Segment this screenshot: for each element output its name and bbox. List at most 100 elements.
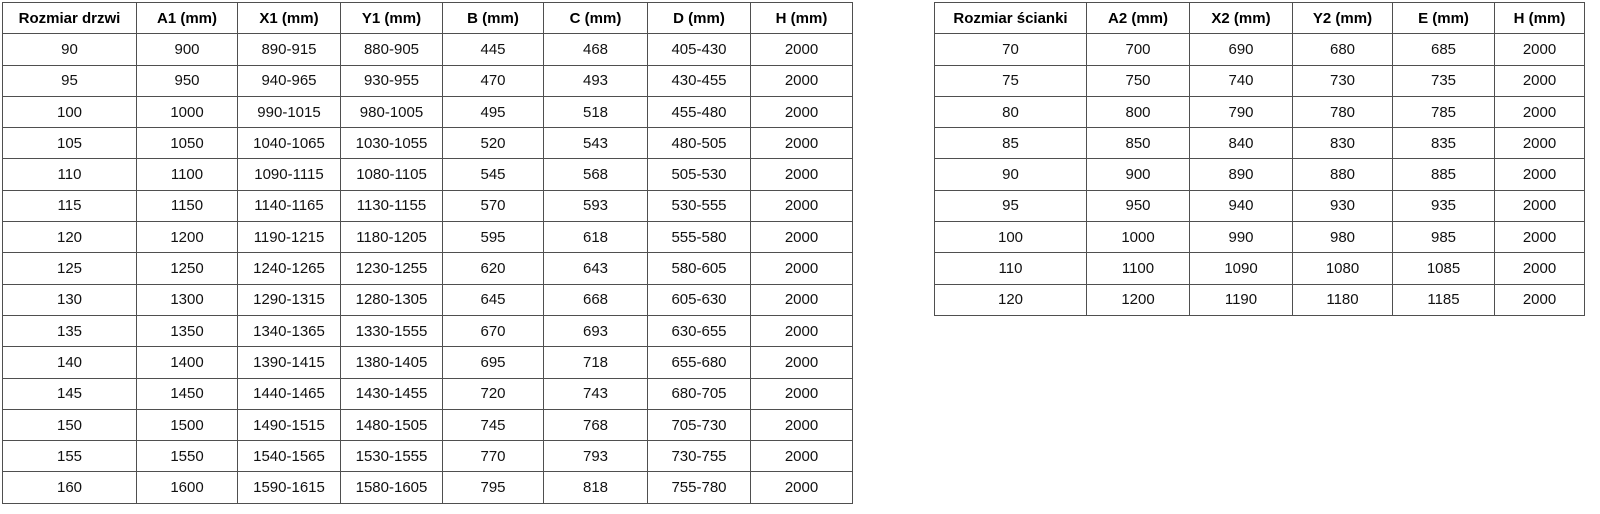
table-cell: 2000 — [750, 346, 853, 379]
table-cell: 990-1015 — [237, 95, 341, 129]
table-cell: 1090-1115 — [237, 158, 341, 191]
table-cell: 755-780 — [647, 471, 751, 504]
table-cell: 793 — [543, 440, 648, 473]
table-cell: 1480-1505 — [340, 408, 443, 442]
table-cell: 1090 — [1189, 252, 1293, 285]
table-cell: 950 — [1086, 189, 1190, 223]
table-cell: 115 — [2, 189, 137, 223]
table-cell: 455-480 — [647, 95, 751, 129]
table-cell: 830 — [1292, 127, 1393, 160]
table-cell: 110 — [2, 158, 137, 191]
table-cell: 950 — [136, 64, 238, 97]
column-header: Y1 (mm) — [340, 1, 443, 35]
column-header: C (mm) — [543, 1, 648, 35]
table-cell: 940 — [1189, 189, 1293, 223]
table-cell: 140 — [2, 346, 137, 379]
table-cell: 1190 — [1189, 283, 1293, 316]
table-cell: 1530-1555 — [340, 440, 443, 473]
table-cell: 90 — [2, 33, 137, 66]
table-cell: 90 — [934, 158, 1087, 191]
table-cell: 1490-1515 — [237, 408, 341, 442]
table-cell: 2000 — [750, 127, 853, 160]
table-cell: 2000 — [750, 408, 853, 442]
table-cell: 1085 — [1392, 252, 1495, 285]
column-header: E (mm) — [1392, 1, 1495, 35]
table-cell: 1230-1255 — [340, 252, 443, 285]
table-cell: 1240-1265 — [237, 252, 341, 285]
table-cell: 160 — [2, 471, 137, 504]
table-cell: 493 — [543, 64, 648, 97]
table-cell: 2000 — [750, 189, 853, 223]
column-header: H (mm) — [750, 1, 853, 35]
table-cell: 2000 — [1494, 158, 1585, 191]
table-cell: 745 — [442, 408, 544, 442]
table-cell: 2000 — [1494, 252, 1585, 285]
table-cell: 2000 — [1494, 64, 1585, 97]
table-cell: 495 — [442, 95, 544, 129]
table-cell: 840 — [1189, 127, 1293, 160]
table-cell: 110 — [934, 252, 1087, 285]
table-cell: 930 — [1292, 189, 1393, 223]
table-cell: 900 — [136, 33, 238, 66]
column-header: D (mm) — [647, 1, 751, 35]
table-row: 80 800 790 780 785 2000 — [934, 95, 1585, 129]
table-cell: 580-605 — [647, 252, 751, 285]
table-cell: 1590-1615 — [237, 471, 341, 504]
table-cell: 900 — [1086, 158, 1190, 191]
table-cell: 520 — [442, 127, 544, 160]
table-row: 90 900 890 880 885 2000 — [934, 158, 1585, 191]
table-cell: 95 — [2, 64, 137, 97]
table-row: 90 900 890-915 880-905 445 468 405-430 2000 — [2, 33, 853, 66]
table-row: 125 1250 1240-1265 1230-1255 620 643 580-605 20… — [2, 252, 853, 285]
table-cell: 930-955 — [340, 64, 443, 97]
table-cell: 2000 — [1494, 95, 1585, 129]
table-row: 115 1150 1140-1165 1130-1155 570 593 530-555 20… — [2, 189, 853, 223]
table-cell: 680-705 — [647, 377, 751, 410]
table-cell: 105 — [2, 127, 137, 160]
table-cell: 1140-1165 — [237, 189, 341, 223]
table-cell: 630-655 — [647, 314, 751, 348]
table-cell: 430-455 — [647, 64, 751, 97]
table-row: 100 1000 990-1015 980-1005 495 518 455-480 2000 — [2, 95, 853, 129]
table-cell: 980-1005 — [340, 95, 443, 129]
table-cell: 1330-1555 — [340, 314, 443, 348]
table-cell: 120 — [934, 283, 1087, 316]
table-cell: 545 — [442, 158, 544, 191]
table-cell: 1000 — [136, 95, 238, 129]
table-cell: 890-915 — [237, 33, 341, 66]
door-table-header-row: Rozmiar drzwi A1 (mm) X1 (mm) Y1 (mm) B (mm)… — [2, 1, 853, 35]
table-row: 85 850 840 830 835 2000 — [934, 127, 1585, 160]
door-table-body: 90 900 890-915 880-905 445 468 405-430 2000 95 95… — [2, 33, 853, 504]
table-cell: 818 — [543, 471, 648, 504]
table-cell: 100 — [934, 221, 1087, 254]
table-cell: 1440-1465 — [237, 377, 341, 410]
table-cell: 130 — [2, 283, 137, 316]
table-cell: 1340-1365 — [237, 314, 341, 348]
table-cell: 605-630 — [647, 283, 751, 316]
table-cell: 618 — [543, 221, 648, 254]
table-row: 155 1550 1540-1565 1530-1555 770 793 730-755 20… — [2, 440, 853, 473]
table-cell: 95 — [934, 189, 1087, 223]
table-cell: 1050 — [136, 127, 238, 160]
table-cell: 100 — [2, 95, 137, 129]
table-cell: 1100 — [1086, 252, 1190, 285]
table-cell: 595 — [442, 221, 544, 254]
table-row: 70 700 690 680 685 2000 — [934, 33, 1585, 66]
table-cell: 470 — [442, 64, 544, 97]
table-cell: 885 — [1392, 158, 1495, 191]
table-cell: 1080 — [1292, 252, 1393, 285]
table-cell: 555-580 — [647, 221, 751, 254]
table-cell: 795 — [442, 471, 544, 504]
table-cell: 690 — [1189, 33, 1293, 66]
table-cell: 155 — [2, 440, 137, 473]
table-cell: 1040-1065 — [237, 127, 341, 160]
table-cell: 2000 — [1494, 221, 1585, 254]
table-cell: 135 — [2, 314, 137, 348]
table-cell: 1080-1105 — [340, 158, 443, 191]
table-cell: 685 — [1392, 33, 1495, 66]
table-cell: 1180 — [1292, 283, 1393, 316]
table-cell: 2000 — [750, 440, 853, 473]
table-cell: 543 — [543, 127, 648, 160]
table-cell: 743 — [543, 377, 648, 410]
table-row: 100 1000 990 980 985 2000 — [934, 221, 1585, 254]
